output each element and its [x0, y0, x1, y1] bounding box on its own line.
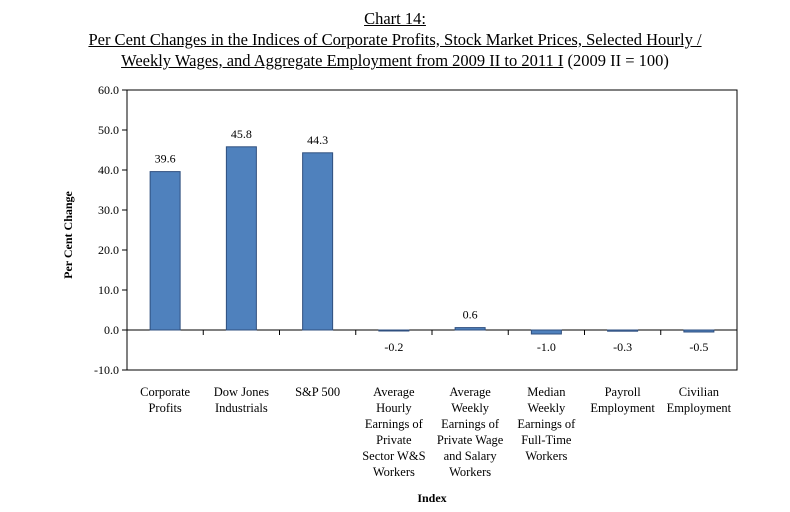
- bar: [378, 329, 410, 332]
- x-category-label-line: and Salary: [444, 449, 498, 463]
- x-category-label-line: Private: [376, 433, 412, 447]
- x-category-label: Civilian Employment: [667, 385, 732, 415]
- data-label: 44.3: [307, 133, 328, 147]
- x-category-label-line: Workers: [449, 465, 491, 479]
- x-category-label-line: Payroll: [605, 385, 642, 399]
- chart-title-line3: Weekly Wages, and Aggregate Employment f…: [0, 50, 790, 71]
- y-tick-label: 40.0: [98, 163, 119, 177]
- y-tick-label: 60.0: [98, 83, 119, 97]
- x-category-label-line: Hourly: [376, 401, 412, 415]
- y-tick-label: 0.0: [104, 323, 119, 337]
- x-category-label-line: Earnings of: [441, 417, 500, 431]
- x-category-label-line: Earnings of: [365, 417, 424, 431]
- x-category-label: Payroll Employment: [590, 385, 655, 415]
- x-category-label: Average Hourly Earnings of Private Sector W&…: [362, 385, 425, 479]
- data-label: -1.0: [537, 340, 556, 354]
- y-tick-label: 10.0: [98, 283, 119, 297]
- y-axis-title: Per Cent Change: [61, 190, 75, 278]
- bar: [454, 327, 486, 331]
- x-category-label-line: Profits: [148, 401, 181, 415]
- x-category-label-line: Corporate: [140, 385, 190, 399]
- bar: [149, 171, 181, 331]
- y-tick-label: 50.0: [98, 123, 119, 137]
- chart-title-line3-underlined: Weekly Wages, and Aggregate Employment f…: [121, 51, 564, 70]
- x-category-label-line: Civilian: [679, 385, 720, 399]
- x-category-label: Median Weekly Earnings of Full-Time Workers: [517, 385, 576, 463]
- x-axis-title: Index: [417, 491, 446, 505]
- x-category-label-line: Sector W&S: [362, 449, 425, 463]
- data-label: -0.3: [613, 340, 632, 354]
- chart-title-line1: Chart 14:: [364, 9, 426, 28]
- x-category-label-line: Full-Time: [521, 433, 572, 447]
- data-label: 39.6: [155, 152, 176, 166]
- data-label: 0.6: [463, 308, 478, 322]
- bar: [607, 329, 639, 332]
- x-category-label-line: Workers: [373, 465, 415, 479]
- x-category-label-line: Average: [373, 385, 415, 399]
- x-category-label-line: Industrials: [215, 401, 268, 415]
- x-category-label-line: Private Wage: [437, 433, 504, 447]
- x-category-label-line: S&P 500: [295, 385, 340, 399]
- plot-area-frame: [126, 89, 738, 371]
- data-label: -0.2: [384, 340, 403, 354]
- data-label: 45.8: [231, 127, 252, 141]
- x-category-label-line: Earnings of: [517, 417, 576, 431]
- y-tick-label: 30.0: [98, 203, 119, 217]
- x-category-label-line: Employment: [667, 401, 732, 415]
- x-category-label-line: Dow Jones: [214, 385, 269, 399]
- bar: [530, 329, 562, 335]
- bar: [683, 329, 715, 333]
- y-tick-label: -10.0: [94, 363, 119, 377]
- x-category-label-line: Average: [449, 385, 491, 399]
- chart-title-line2: Per Cent Changes in the Indices of Corpo…: [88, 30, 702, 49]
- bar: [302, 152, 334, 331]
- x-category-label-line: Median: [527, 385, 566, 399]
- x-category-label-line: Weekly: [451, 401, 490, 415]
- data-label: -0.5: [689, 340, 708, 354]
- bar: [225, 146, 257, 331]
- x-category-label-line: Weekly: [527, 401, 566, 415]
- chart-title-line3-rest: (2009 II = 100): [563, 51, 669, 70]
- x-category-label: Average Weekly Earnings of Private Wage and …: [437, 385, 504, 479]
- x-category-label: S&P 500: [295, 385, 340, 399]
- x-category-label-line: Employment: [590, 401, 655, 415]
- y-tick-label: 20.0: [98, 243, 119, 257]
- x-category-label: Corporate Profits: [140, 385, 190, 415]
- x-category-label-line: Workers: [525, 449, 567, 463]
- chart-title: Chart 14: Per Cent Changes in the Indice…: [0, 8, 790, 71]
- x-category-label: Dow Jones Industrials: [214, 385, 269, 415]
